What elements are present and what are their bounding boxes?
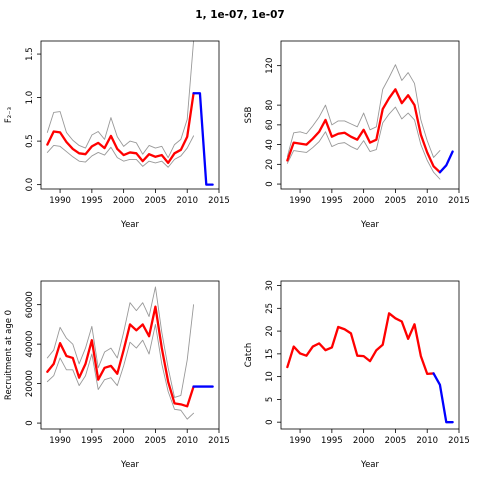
- x-tick-label: 2000: [353, 196, 375, 206]
- y-tick-label: 40: [265, 139, 275, 150]
- x-tick-label: 1990: [49, 196, 71, 206]
- x-tick-label: 2005: [385, 436, 407, 446]
- plot-box: [280, 280, 460, 430]
- series-line-lower: [46, 135, 195, 168]
- series-line-projection: [192, 92, 214, 186]
- x-tick-label: 2000: [113, 196, 135, 206]
- x-axis-label: Year: [360, 220, 380, 230]
- y-axis-label: Catch: [244, 343, 254, 368]
- x-tick-label: 2010: [176, 436, 198, 446]
- series-line-upper: [46, 40, 195, 159]
- y-tick-label: 60000: [25, 291, 35, 318]
- x-tick-label: 2000: [113, 436, 135, 446]
- y-tick-label: 80: [265, 100, 275, 111]
- x-tick-label: 2015: [208, 436, 230, 446]
- x-axis-label: Year: [120, 220, 140, 230]
- panel-catch: 1990 1995 2000 2005 2010 2015 0 5 10 15 20 25 30 Year…: [244, 280, 470, 470]
- series-line-estimate: [286, 312, 435, 376]
- y-tick-label: 0: [25, 420, 35, 425]
- x-axis-label: Year: [360, 460, 380, 470]
- y-tick-label: 40000: [25, 331, 35, 358]
- y-tick-label: 0: [265, 181, 275, 186]
- plot-box: [40, 280, 220, 430]
- y-tick-label: 10: [265, 371, 275, 382]
- plot-box: [280, 40, 460, 190]
- panel-f: 1990 1995 2000 2005 2010 2015 0.0 0.5 1.0 1.5 Year…: [4, 40, 230, 230]
- y-tick-label: 1.5: [25, 47, 35, 61]
- series-line-lower: [46, 323, 195, 420]
- x-tick-label: 1990: [49, 436, 71, 446]
- x-tick-label: 1995: [321, 436, 343, 446]
- series-line-estimate: [286, 88, 442, 174]
- y-tick-label: 5: [265, 397, 275, 402]
- series-line-lower: [286, 106, 441, 180]
- figure-title: 1, 1e-07, 1e-07: [195, 9, 285, 21]
- y-tick-label: 1.0: [25, 91, 35, 105]
- series-line-upper: [46, 286, 195, 398]
- y-tick-label: 0.5: [25, 134, 35, 148]
- y-tick-label: 25: [265, 303, 275, 314]
- y-tick-label: 20: [265, 159, 275, 170]
- x-tick-label: 1995: [321, 196, 343, 206]
- x-tick-label: 1995: [81, 436, 103, 446]
- y-axis-label: SSB: [244, 107, 254, 124]
- x-tick-label: 1990: [289, 436, 311, 446]
- x-tick-label: 2005: [145, 436, 167, 446]
- series-line-upper: [286, 64, 441, 158]
- series-line-projection: [438, 150, 454, 174]
- x-tick-label: 2015: [208, 196, 230, 206]
- y-tick-label: 15: [265, 348, 275, 359]
- x-axis-label: Year: [120, 460, 140, 470]
- panel-recruitment: 1990 1995 2000 2005 2010 2015 0 20000 40000 60000…: [4, 280, 230, 470]
- x-tick-label: 1995: [81, 196, 103, 206]
- y-tick-label: 120: [265, 58, 275, 74]
- x-tick-label: 2010: [416, 436, 438, 446]
- series-line-estimate: [46, 305, 195, 408]
- y-tick-label: 0.0: [25, 178, 35, 192]
- series-line-projection: [432, 372, 454, 424]
- x-tick-label: 2005: [385, 196, 407, 206]
- plot-box: [40, 40, 220, 190]
- x-tick-label: 2005: [145, 196, 167, 206]
- y-tick-label: 60: [265, 119, 275, 130]
- panel-ssb: 1990 1995 2000 2005 2010 2015 0 20 40 60 80 120 Year…: [244, 40, 470, 230]
- y-tick-label: 0: [265, 419, 275, 424]
- y-tick-label: 30: [265, 280, 275, 291]
- x-tick-label: 2010: [176, 196, 198, 206]
- x-tick-label: 1990: [289, 196, 311, 206]
- x-tick-label: 2015: [448, 436, 470, 446]
- x-tick-label: 2010: [416, 196, 438, 206]
- series-line-estimate: [46, 92, 195, 165]
- y-tick-label: 20000: [25, 370, 35, 397]
- x-tick-label: 2015: [448, 196, 470, 206]
- y-tick-label: 20: [265, 326, 275, 337]
- x-tick-label: 2000: [353, 436, 375, 446]
- y-axis-label: F₂₋₃: [4, 107, 14, 123]
- y-axis-label: Recruitment at age 0: [4, 310, 14, 400]
